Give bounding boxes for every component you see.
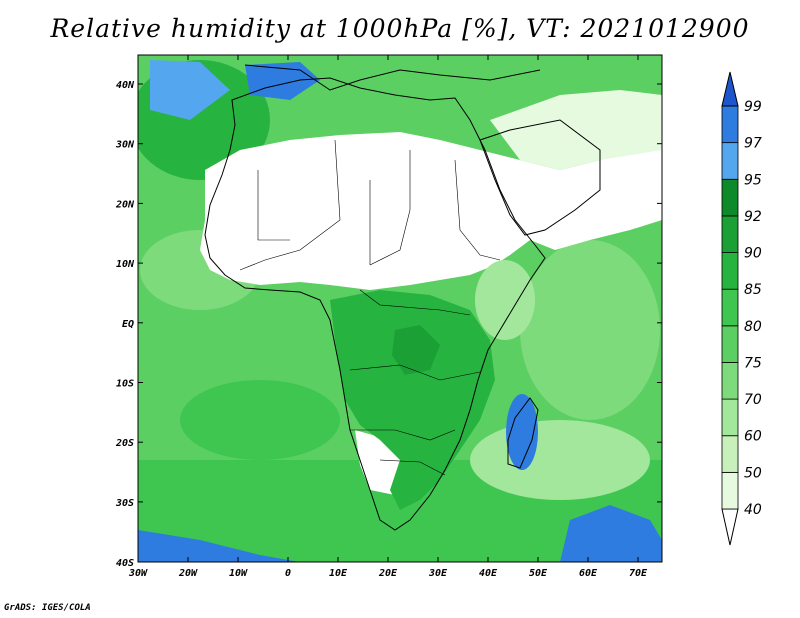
saturated-patch-southeast — [560, 505, 662, 562]
lon-label: 50E — [529, 568, 548, 579]
lat-label: 40S — [116, 558, 134, 569]
congo-moist-region — [330, 290, 495, 510]
colorbar-box — [721, 398, 739, 437]
lat-label: 20S — [115, 438, 134, 449]
lon-label: 70E — [629, 568, 648, 579]
lat-label: 30S — [115, 498, 134, 509]
colorbar-high-extend — [721, 71, 739, 107]
sahara-dry-region — [200, 132, 662, 290]
europe-coastline — [244, 64, 541, 91]
colorbar-box — [721, 325, 739, 363]
colorbar-label: 60 — [744, 429, 762, 445]
saturated-patch-iberia — [245, 62, 320, 100]
colorbar-box — [721, 435, 739, 473]
map-title: Relative humidity at 1000hPa [%], VT: 20… — [50, 14, 750, 43]
border-line — [257, 170, 290, 241]
indian-ocean-patch — [520, 240, 660, 420]
saturated-patch-southwest — [138, 530, 300, 562]
colorbar-box — [721, 142, 739, 180]
saturated-patch-northwest — [150, 60, 230, 120]
colorbar-low-extend — [721, 508, 739, 546]
arabia-dry-region — [490, 90, 662, 170]
colorbar-label: 92 — [744, 209, 762, 225]
colorbar: 40 50 60 70 75 80 85 90 92 95 97 99 — [721, 71, 762, 546]
border-line — [359, 289, 471, 316]
lon-label: 60E — [579, 568, 598, 579]
colorbar-label: 75 — [744, 355, 762, 371]
colorbar-box — [721, 178, 739, 217]
lon-label: 30W — [128, 568, 148, 579]
longitude-axis: 30W 20W 10W 0 10E 20E 30E 40E 50E 60E 70E — [128, 55, 648, 579]
border-line — [239, 139, 341, 271]
colorbar-label: 40 — [744, 502, 762, 518]
lat-label: 10S — [116, 379, 134, 390]
lat-label: 30N — [115, 140, 135, 151]
colorbar-box — [721, 252, 739, 290]
border-line — [349, 364, 481, 381]
lon-label: 0 — [285, 568, 291, 579]
colorbar-label: 99 — [744, 99, 762, 115]
colorbar-box — [721, 362, 739, 400]
colorbar-label: 50 — [744, 465, 762, 481]
map-plot-area — [138, 55, 662, 562]
colorbar-label: 90 — [744, 246, 762, 262]
colorbar-box — [721, 471, 739, 510]
border-line — [454, 159, 501, 261]
colorbar-box — [721, 215, 739, 253]
border-line — [379, 459, 446, 476]
lat-label: 10N — [116, 259, 135, 270]
colorbar-label: 97 — [744, 136, 762, 152]
map-frame — [137, 54, 663, 563]
lon-label: 20W — [178, 568, 198, 579]
colorbar-label: 95 — [744, 172, 762, 188]
colorbar-label: 85 — [744, 282, 762, 298]
colorbar-label: 70 — [744, 392, 762, 408]
lat-label: 40N — [116, 80, 135, 91]
lon-label: 10W — [229, 568, 248, 579]
ocean-patch-sw — [180, 380, 340, 460]
arabia-coastline — [479, 119, 601, 236]
lon-label: 20E — [378, 568, 398, 579]
lat-label: EQ — [122, 319, 134, 330]
colorbar-box — [721, 105, 739, 144]
lon-label: 30E — [428, 568, 448, 579]
colorbar-label: 80 — [744, 319, 762, 335]
country-borders — [239, 139, 501, 476]
indian-ocean-patch-2 — [470, 420, 650, 500]
border-line — [369, 150, 411, 266]
lat-label: 20N — [115, 199, 135, 210]
lon-label: 10E — [329, 568, 348, 579]
colorbar-box — [721, 288, 739, 327]
grads-credit: GrADS: IGES/COLA — [4, 603, 91, 613]
central-saturated-patch — [392, 325, 440, 375]
madagascar-moist — [506, 394, 538, 470]
border-line — [350, 429, 456, 441]
latitude-axis: 40N 30N 20N 10N EQ 10S 20S 30S 40S — [115, 80, 662, 569]
lon-label: 40E — [479, 568, 498, 579]
east-africa-patch — [475, 260, 535, 340]
madagascar-coastline — [507, 397, 539, 469]
coastlines — [204, 64, 601, 531]
africa-coastline — [204, 77, 546, 531]
